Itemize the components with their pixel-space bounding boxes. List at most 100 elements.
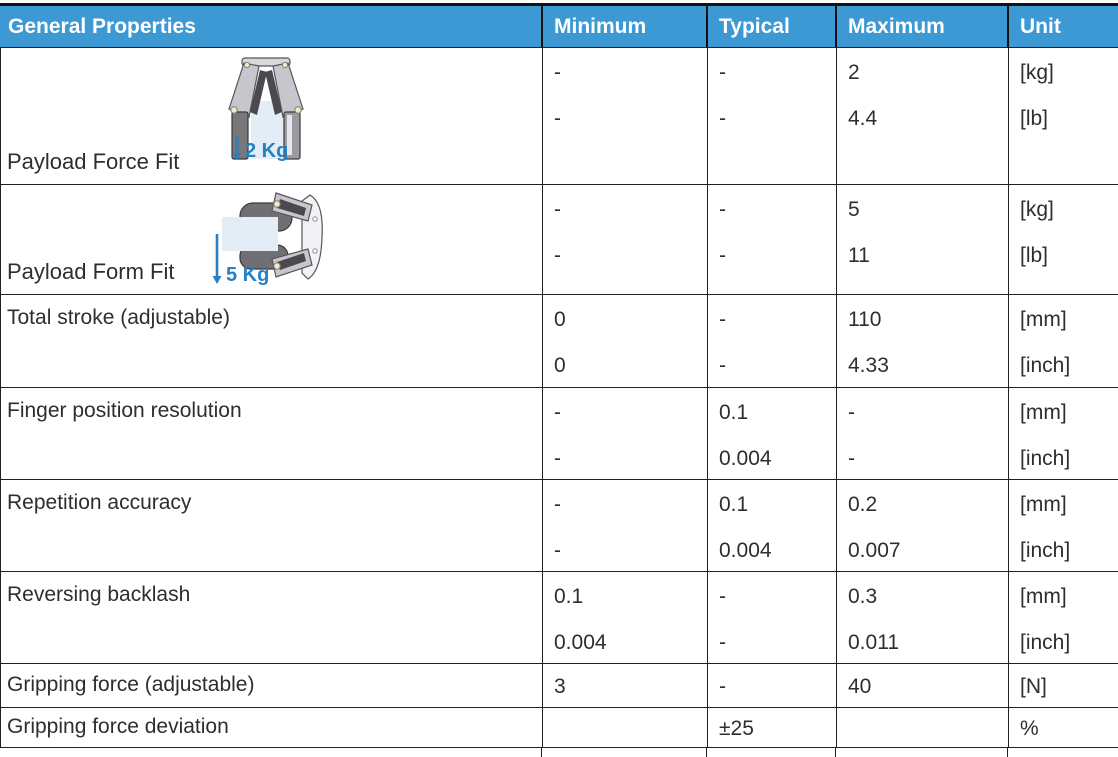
header-title: General Properties	[8, 14, 196, 38]
value	[554, 710, 707, 747]
value: 0.3	[848, 585, 878, 608]
value: -	[848, 447, 855, 470]
row-label-cell: Repetition accuracy	[1, 480, 542, 574]
payload-badge: 5 Kg	[211, 233, 269, 285]
value: -	[554, 244, 561, 267]
maximum-cell: - -	[836, 388, 1008, 482]
unit-value: [lb]	[1020, 244, 1049, 267]
typical-cell: - -	[707, 295, 836, 389]
value: 2	[848, 61, 860, 84]
maximum-cell: 0.3 0.011	[836, 572, 1008, 666]
value: 0.011	[848, 631, 899, 654]
value: 0.004	[719, 447, 772, 470]
value: 0.004	[554, 631, 607, 654]
cutoff-row	[0, 748, 1118, 757]
row-label-cell: Total stroke (adjustable)	[1, 295, 542, 389]
unit-cell: [mm] [inch]	[1008, 480, 1118, 574]
value: -	[719, 107, 726, 130]
minimum-cell: - -	[542, 480, 707, 574]
unit-cell: [kg] [lb]	[1008, 185, 1118, 294]
value: -	[719, 198, 726, 221]
table-row: Finger position resolution - - 0.1 0.004…	[0, 388, 1118, 482]
typical-cell: - -	[707, 185, 836, 294]
payload-badge-label: 5 Kg	[226, 264, 270, 286]
value: -	[554, 447, 561, 470]
minimum-cell: - -	[542, 48, 707, 184]
value: 0.007	[848, 539, 901, 562]
unit-value: %	[1020, 716, 1039, 740]
header-col-typical: Typical	[706, 6, 835, 47]
table-row: Reversing backlash 0.1 0.004 - - 0.3 0.0…	[0, 572, 1118, 666]
unit-cell: %	[1008, 708, 1118, 747]
minimum-cell: - -	[542, 388, 707, 482]
row-label-cell: Finger position resolution	[1, 388, 542, 482]
down-arrow-icon	[233, 136, 241, 160]
minimum-cell: 0 0	[542, 295, 707, 389]
minimum-cell: 3	[542, 664, 707, 707]
row-label: Finger position resolution	[7, 399, 242, 422]
unit-cell: [mm] [inch]	[1008, 295, 1118, 389]
typical-cell: -	[707, 664, 836, 707]
unit-value: [lb]	[1020, 107, 1049, 130]
row-label: Payload Force Fit	[7, 149, 180, 174]
header-col-maximum: Maximum	[835, 6, 1007, 47]
value: 0	[554, 308, 566, 331]
unit-value: [kg]	[1020, 61, 1054, 84]
value: -	[554, 493, 561, 516]
down-arrow-icon	[212, 234, 222, 284]
value: 110	[848, 308, 882, 331]
value: ±25	[719, 716, 754, 740]
minimum-cell: - -	[542, 185, 707, 294]
value: -	[554, 61, 561, 84]
value	[848, 710, 1008, 747]
maximum-cell: 40	[836, 664, 1008, 707]
unit-value: [mm]	[1020, 493, 1067, 516]
value: -	[848, 401, 855, 424]
row-label: Gripping force deviation	[7, 714, 229, 738]
general-properties-table: General Properties Minimum Typical Maxim…	[0, 3, 1118, 757]
row-label: Repetition accuracy	[7, 491, 192, 514]
value: 4.4	[848, 107, 878, 130]
unit-value: [kg]	[1020, 198, 1054, 221]
unit-value: [inch]	[1020, 539, 1071, 562]
header-col-minimum: Minimum	[541, 6, 706, 47]
maximum-cell	[836, 708, 1008, 747]
minimum-cell	[542, 708, 707, 747]
unit-cell: [kg] [lb]	[1008, 48, 1118, 184]
unit-value: [N]	[1020, 674, 1047, 698]
value: -	[719, 61, 726, 84]
unit-cell: [N]	[1008, 664, 1118, 707]
value: 0.1	[719, 401, 749, 424]
typical-cell: ±25	[707, 708, 836, 747]
value: -	[554, 401, 561, 424]
unit-value: [inch]	[1020, 354, 1071, 377]
unit-value: [mm]	[1020, 401, 1067, 424]
value: -	[719, 585, 726, 608]
table-row: Gripping force deviation ±25 %	[0, 708, 1118, 748]
row-label-cell: Gripping force (adjustable)	[1, 664, 542, 707]
gripper-form-fit-image	[214, 189, 324, 290]
row-label-cell: 5 Kg Payload Form Fit	[1, 185, 542, 294]
value: -	[719, 354, 726, 377]
row-label: Payload Form Fit	[7, 259, 175, 284]
unit-value: [inch]	[1020, 447, 1071, 470]
value: 0	[554, 354, 566, 377]
maximum-cell: 5 11	[836, 185, 1008, 294]
table-header-row: General Properties Minimum Typical Maxim…	[0, 3, 1118, 48]
row-label-cell: Reversing backlash	[1, 572, 542, 666]
table-row: 5 Kg Payload Form Fit - - - - 5 11 [kg] …	[0, 185, 1118, 295]
payload-badge: 2 Kg	[232, 135, 288, 161]
table-row: Repetition accuracy - - 0.1 0.004 0.2 0.…	[0, 480, 1118, 574]
value: -	[554, 107, 561, 130]
typical-cell: - -	[707, 48, 836, 184]
table-row: Gripping force (adjustable) 3 - 40 [N]	[0, 664, 1118, 708]
value: 0.1	[554, 585, 584, 608]
header-col-unit: Unit	[1007, 6, 1118, 47]
table-row: Total stroke (adjustable) 0 0 - - 110 4.…	[0, 295, 1118, 389]
value: -	[719, 244, 726, 267]
typical-cell: - -	[707, 572, 836, 666]
row-label-cell: Gripping force deviation	[1, 708, 542, 747]
maximum-cell: 110 4.33	[836, 295, 1008, 389]
value: -	[554, 198, 561, 221]
